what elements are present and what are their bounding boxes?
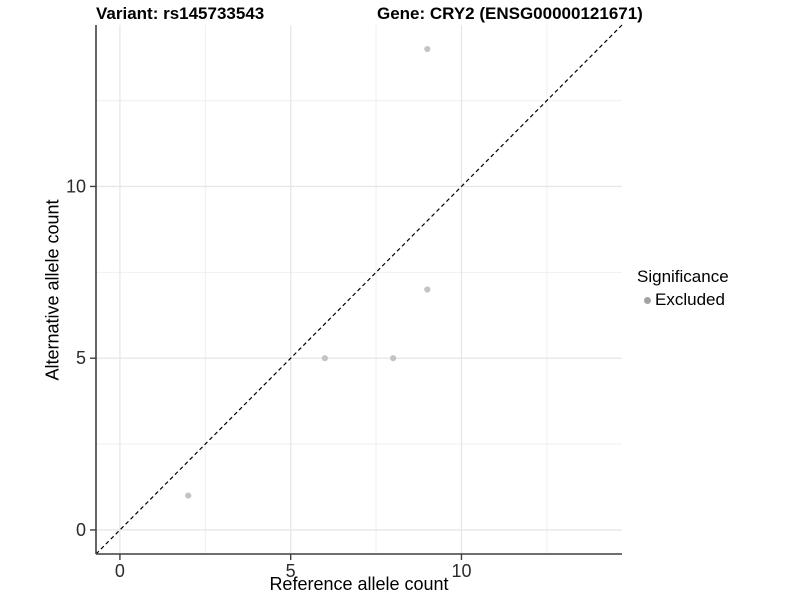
y-axis-label: Alternative allele count [42,199,63,381]
data-point [424,45,431,53]
excluded-dot-icon [644,296,651,304]
x-tick-label: 10 [451,561,471,581]
y-tick-label: 10 [66,176,86,196]
data-point [390,355,397,362]
legend-item: Excluded [637,290,729,310]
legend-item-label: Excluded [655,290,725,309]
gene-title: Gene: CRY2 (ENSG00000121671) [377,4,643,23]
legend-title: Significance [637,267,729,286]
data-point [185,492,192,499]
data-point [321,355,328,362]
identity-dashed-line [95,24,623,555]
x-axis-label: Reference allele count [269,574,449,594]
variant-title: Variant: rs145733543 [96,4,265,23]
y-tick-label: 0 [76,520,86,540]
y-tick-label: 5 [76,348,86,368]
data-point [424,286,431,293]
x-tick-label: 5 [286,561,296,581]
x-tick-label: 0 [115,561,125,581]
legend: Significance Excluded [637,267,729,310]
